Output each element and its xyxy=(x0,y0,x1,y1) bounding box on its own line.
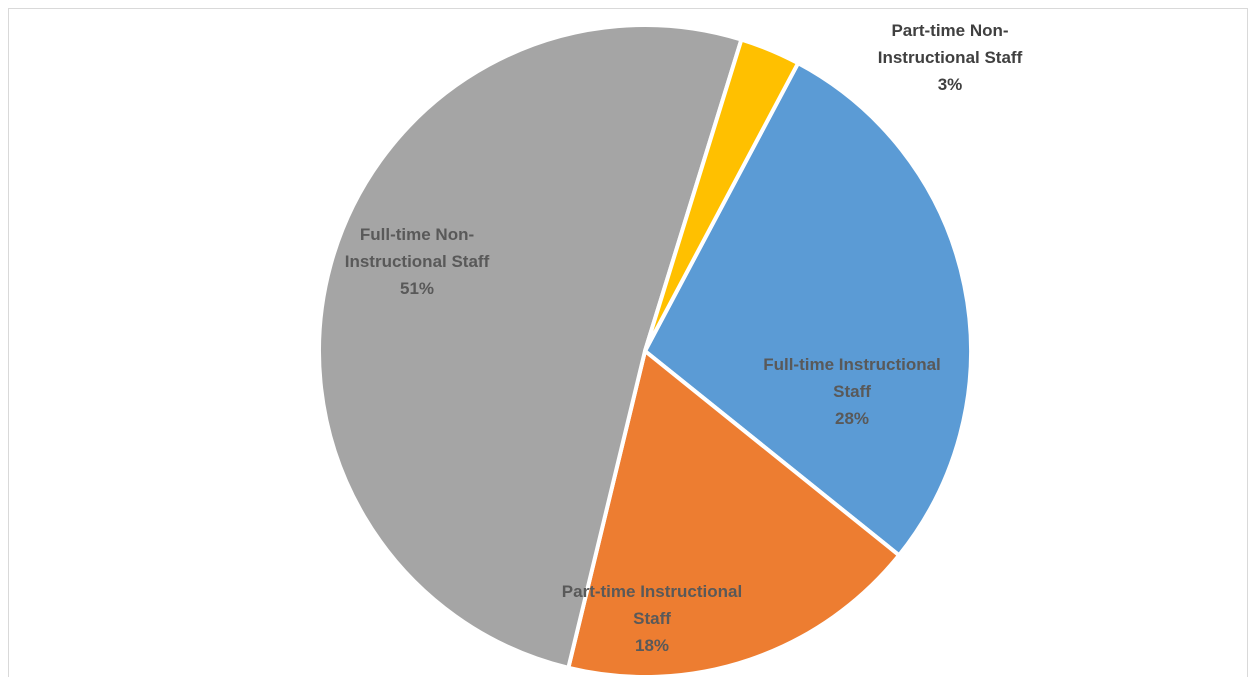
pie-slice-1 xyxy=(643,61,973,558)
pie-slice-2 xyxy=(566,349,902,677)
data-label-category: Full-time Instructional Staff xyxy=(763,355,941,401)
data-label-percent: 28% xyxy=(835,409,869,428)
pie-slice-4 xyxy=(643,37,801,353)
data-label-category: Part-time Instructional Staff xyxy=(562,582,742,628)
data-label-1: Full-time Instructional Staff 28% xyxy=(763,355,941,428)
data-label-category: Full-time Non-Instructional Staff xyxy=(345,225,490,271)
pie-slice-3 xyxy=(317,23,744,670)
data-label-percent: 3% xyxy=(938,75,963,94)
pie-slices xyxy=(317,23,973,677)
data-label-percent: 51% xyxy=(400,279,434,298)
data-label-percent: 18% xyxy=(635,636,669,655)
chart-area xyxy=(8,8,1248,677)
data-labels: Full-time Instructional Staff 28% Part-time… xyxy=(345,21,1023,655)
data-label-2: Part-time Instructional Staff 18% xyxy=(562,582,742,655)
data-label-4: Part-time Non-Instructional Staff 3% xyxy=(878,21,1023,94)
data-label-category: Part-time Non-Instructional Staff xyxy=(878,21,1023,67)
data-label-3: Full-time Non-Instructional Staff 51% xyxy=(345,225,490,298)
